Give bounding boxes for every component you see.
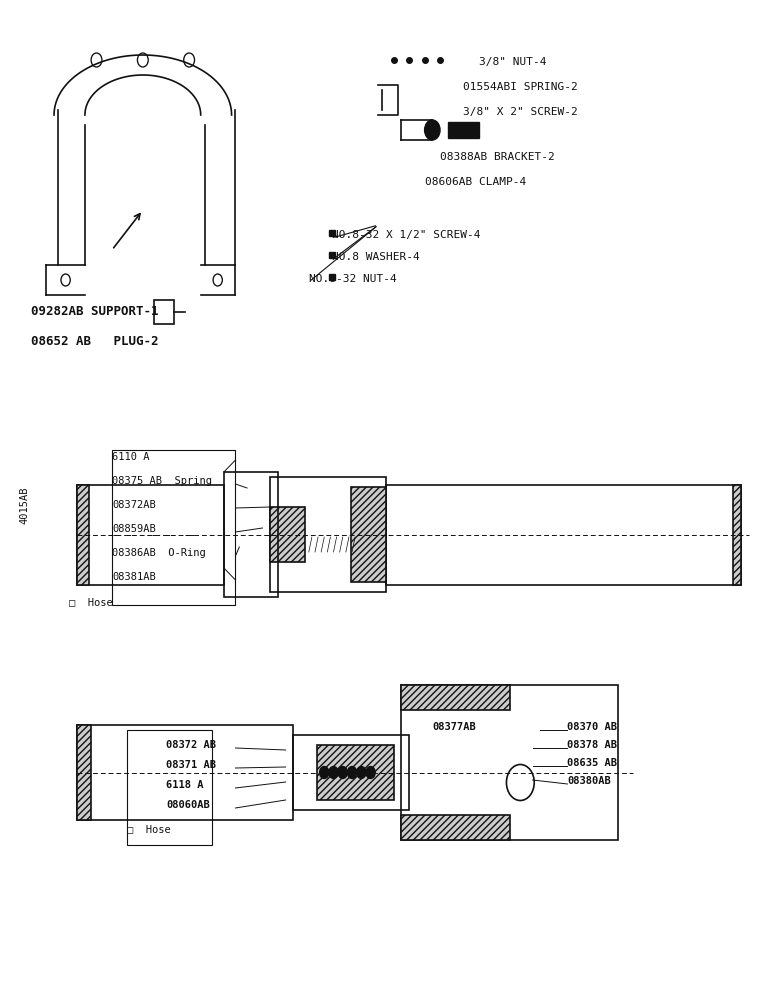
Bar	[112, 450, 235, 605]
Circle shape	[338, 766, 347, 778]
Bar	[733, 485, 741, 585]
Text: NO.8-32 X 1/2" SCREW-4: NO.8-32 X 1/2" SCREW-4	[332, 230, 480, 240]
Text: NO.8-32 NUT-4: NO.8-32 NUT-4	[309, 274, 397, 284]
Circle shape	[357, 766, 366, 778]
Text: 08372AB: 08372AB	[112, 500, 156, 510]
Text: 08859AB: 08859AB	[112, 524, 156, 534]
Text: 6118 A: 6118 A	[166, 780, 204, 790]
Bar	[448, 122, 479, 138]
Bar	[154, 300, 174, 324]
Circle shape	[425, 120, 440, 140]
Circle shape	[320, 766, 329, 778]
Bar	[401, 685, 618, 840]
Text: 08386AB  O-Ring: 08386AB O-Ring	[112, 548, 205, 558]
Text: 08388AB BRACKET-2: 08388AB BRACKET-2	[440, 152, 555, 162]
Bar	[77, 725, 293, 820]
Text: NO.8 WASHER-4: NO.8 WASHER-4	[332, 252, 420, 262]
Text: 08372 AB: 08372 AB	[166, 740, 216, 750]
Text: 08375 AB  Spring: 08375 AB Spring	[112, 476, 212, 486]
Bar	[401, 815, 510, 840]
Text: 6110 A: 6110 A	[112, 452, 150, 462]
Text: 08606AB CLAMP-4: 08606AB CLAMP-4	[425, 177, 526, 187]
Circle shape	[347, 766, 357, 778]
Bar	[351, 487, 386, 582]
Bar	[270, 507, 305, 562]
Text: 4015AB: 4015AB	[19, 487, 29, 524]
Bar	[224, 472, 278, 597]
Text: 08060AB: 08060AB	[166, 800, 210, 810]
Text: □  Hose: □ Hose	[127, 824, 171, 834]
Bar	[77, 485, 89, 585]
Text: 09282AB SUPPORT-1: 09282AB SUPPORT-1	[31, 305, 158, 318]
Bar	[127, 730, 212, 845]
Text: 08371 AB: 08371 AB	[166, 760, 216, 770]
Text: 08635 AB: 08635 AB	[567, 758, 618, 768]
Circle shape	[329, 766, 338, 778]
Text: 3/8" NUT-4: 3/8" NUT-4	[479, 57, 546, 67]
Bar	[386, 485, 741, 585]
Circle shape	[366, 766, 375, 778]
Bar	[77, 725, 91, 820]
Text: 08377AB: 08377AB	[432, 722, 476, 732]
Text: □  Hose: □ Hose	[69, 597, 113, 607]
Text: 08381AB: 08381AB	[112, 572, 156, 582]
Bar	[401, 685, 510, 710]
Bar	[293, 735, 409, 810]
Bar	[317, 745, 394, 800]
Bar	[270, 477, 386, 592]
Text: 3/8" X 2" SCREW-2: 3/8" X 2" SCREW-2	[463, 107, 578, 117]
Text: 01554ABI SPRING-2: 01554ABI SPRING-2	[463, 82, 578, 92]
Bar	[77, 485, 224, 585]
Text: 08652 AB   PLUG-2: 08652 AB PLUG-2	[31, 335, 158, 348]
Text: 08370 AB: 08370 AB	[567, 722, 618, 732]
Text: 08378 AB: 08378 AB	[567, 740, 618, 750]
Text: 08380AB: 08380AB	[567, 776, 611, 786]
